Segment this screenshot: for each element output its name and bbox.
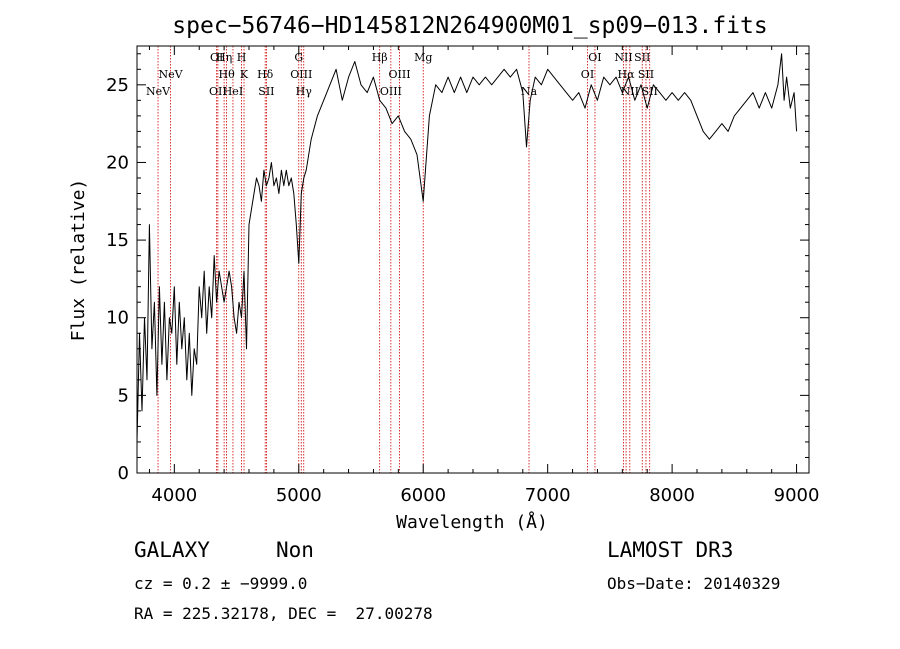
y-tick-label: 15 — [106, 230, 129, 251]
x-tick-label: 5000 — [276, 485, 322, 506]
emission-line-label: OI — [588, 51, 601, 64]
emission-line-label: Hβ — [372, 51, 388, 64]
emission-line-label: NeV — [146, 85, 171, 98]
plot-frame — [136, 45, 810, 474]
emission-line-label: OI — [581, 68, 594, 81]
object-class: GALAXY — [134, 538, 210, 562]
spectrum-series — [136, 53, 798, 442]
spectrum-line-0 — [136, 53, 798, 442]
y-axis-ticks: 0 5 10 15 20 25 — [106, 53, 809, 484]
emission-line-label: NII — [621, 85, 639, 98]
emission-line-label: Hδ — [257, 68, 274, 81]
emission-line-label: SII — [258, 85, 274, 98]
emission-line-label: SII — [634, 51, 650, 64]
emission-line-label: OIII — [389, 68, 411, 81]
emission-line-label: NeV — [159, 68, 184, 81]
emission-line-label: SII — [642, 85, 658, 98]
emission-line-label: SII — [638, 68, 654, 81]
emission-line-label: G — [294, 51, 303, 64]
emission-line-label: Hγ — [296, 85, 313, 98]
x-axis-ticks: 4000 5000 6000 7000 8000 9000 — [148, 46, 820, 506]
y-axis-label: Flux (relative) — [68, 179, 89, 342]
emission-line-label: Na — [521, 85, 538, 98]
emission-line-label: NII — [614, 51, 632, 64]
chart-title: spec−56746−HD145812N264900M01_sp09−013.f… — [172, 13, 767, 39]
object-subclass: Non — [276, 538, 314, 562]
y-tick-label: 5 — [118, 385, 129, 406]
survey-name: LAMOST DR3 — [607, 538, 734, 562]
emission-line-label: Hα — [618, 68, 636, 81]
y-tick-label: 0 — [118, 463, 129, 484]
x-tick-label: 4000 — [151, 485, 197, 506]
emission-line-label: OIII — [380, 85, 402, 98]
emission-lines — [157, 46, 651, 473]
emission-line-label: OI — [210, 51, 223, 64]
x-axis-label: Wavelength (Å) — [396, 511, 548, 533]
x-tick-label: 7000 — [525, 485, 571, 506]
coordinates: RA = 225.32178, DEC = 27.00278 — [134, 604, 433, 623]
y-tick-label: 20 — [106, 152, 129, 173]
emission-line-label: H — [237, 51, 247, 64]
emission-line-label: Hθ — [218, 68, 235, 81]
emission-line-label: Mg — [414, 51, 432, 64]
emission-line-label: Hη — [216, 51, 232, 64]
emission-line-label: OIII — [290, 68, 312, 81]
redshift-info: cz = 0.2 ± −9999.0 — [134, 574, 308, 593]
emission-line-label: HeI — [223, 85, 243, 98]
emission-line-label: OII — [209, 85, 227, 98]
x-tick-label: 8000 — [649, 485, 695, 506]
y-tick-label: 25 — [106, 75, 129, 96]
x-tick-label: 6000 — [400, 485, 446, 506]
emission-line-label: K — [240, 68, 249, 81]
y-tick-label: 10 — [106, 308, 129, 329]
x-tick-label: 9000 — [774, 485, 820, 506]
obs-date: Obs−Date: 20140329 — [607, 574, 781, 593]
